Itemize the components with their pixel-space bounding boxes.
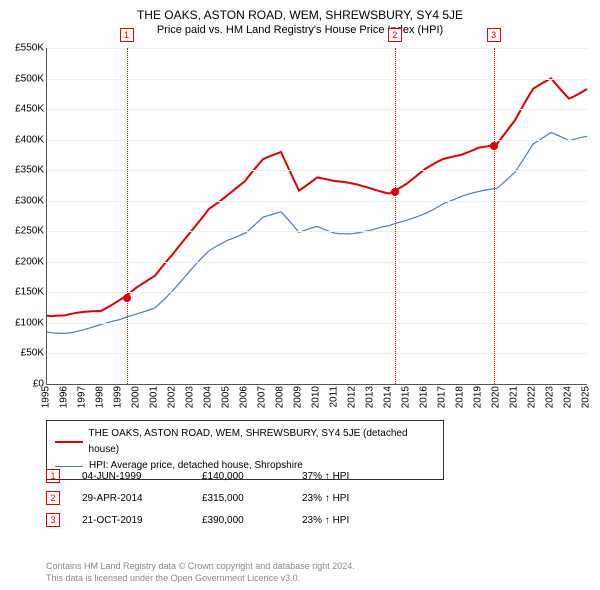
xtick-label: 2012 — [347, 386, 358, 416]
gridline — [47, 353, 587, 354]
xtick-label: 2004 — [203, 386, 214, 416]
xtick-label: 2024 — [563, 386, 574, 416]
xtick-label: 2006 — [239, 386, 250, 416]
xtick-label: 2001 — [149, 386, 160, 416]
ytick-label: £150K — [2, 287, 44, 298]
ytick-label: £500K — [2, 73, 44, 84]
event-row: 3 21-OCT-2019£390,00023% ↑ HPI — [46, 509, 402, 531]
gridline — [47, 323, 587, 324]
event-price: £390,000 — [202, 515, 302, 526]
legend-label: THE OAKS, ASTON ROAD, WEM, SHREWSBURY, S… — [89, 426, 435, 458]
xtick-label: 2017 — [437, 386, 448, 416]
ytick-label: £250K — [2, 226, 44, 237]
xtick-label: 2007 — [257, 386, 268, 416]
ytick-label: £400K — [2, 134, 44, 145]
event-pct: 23% ↑ HPI — [302, 515, 402, 526]
ytick-label: £100K — [2, 317, 44, 328]
ytick-label: £200K — [2, 256, 44, 267]
event-row: 2 29-APR-2014£315,00023% ↑ HPI — [46, 487, 402, 509]
xtick-label: 2021 — [509, 386, 520, 416]
xtick-label: 2013 — [365, 386, 376, 416]
xtick-label: 2023 — [545, 386, 556, 416]
event-marker-box: 2 — [388, 28, 402, 42]
xtick-label: 2010 — [311, 386, 322, 416]
footer-attribution: Contains HM Land Registry data © Crown c… — [46, 560, 355, 584]
ytick-label: £300K — [2, 195, 44, 206]
xtick-label: 2014 — [383, 386, 394, 416]
footer-line1: Contains HM Land Registry data © Crown c… — [46, 560, 355, 572]
ytick-label: £50K — [2, 348, 44, 359]
gridline — [47, 170, 587, 171]
xtick-label: 1999 — [113, 386, 124, 416]
xtick-label: 2009 — [293, 386, 304, 416]
event-price: £315,000 — [202, 493, 302, 504]
event-row: 1 04-JUN-1999£140,00037% ↑ HPI — [46, 465, 402, 487]
xtick-label: 2008 — [275, 386, 286, 416]
event-row-marker: 1 — [46, 469, 60, 483]
xtick-label: 2019 — [473, 386, 484, 416]
event-point — [490, 142, 498, 150]
chart-plot-area: 123 — [46, 48, 587, 385]
event-date: 04-JUN-1999 — [82, 471, 202, 482]
gridline — [47, 231, 587, 232]
xtick-label: 1995 — [41, 386, 52, 416]
event-date: 29-APR-2014 — [82, 493, 202, 504]
chart-lines-svg — [47, 48, 587, 384]
event-pct: 37% ↑ HPI — [302, 471, 402, 482]
event-vline — [127, 48, 128, 384]
ytick-label: £450K — [2, 104, 44, 115]
event-vline — [395, 48, 396, 384]
events-table: 1 04-JUN-1999£140,00037% ↑ HPI 2 29-APR-201… — [46, 465, 402, 531]
xtick-label: 2005 — [221, 386, 232, 416]
gridline — [47, 140, 587, 141]
event-marker-box: 1 — [120, 28, 134, 42]
gridline — [47, 201, 587, 202]
ytick-label: £0 — [2, 379, 44, 390]
xtick-label: 2016 — [419, 386, 430, 416]
legend-swatch — [55, 441, 83, 443]
xtick-label: 2000 — [131, 386, 142, 416]
xtick-label: 2015 — [401, 386, 412, 416]
gridline — [47, 262, 587, 263]
xtick-label: 2025 — [581, 386, 592, 416]
event-price: £140,000 — [202, 471, 302, 482]
chart-container: THE OAKS, ASTON ROAD, WEM, SHREWSBURY, S… — [0, 0, 600, 590]
xtick-label: 2011 — [329, 386, 340, 416]
xtick-label: 1997 — [77, 386, 88, 416]
xtick-label: 2022 — [527, 386, 538, 416]
event-marker-box: 3 — [487, 28, 501, 42]
chart-title: THE OAKS, ASTON ROAD, WEM, SHREWSBURY, S… — [0, 0, 600, 22]
xtick-label: 2002 — [167, 386, 178, 416]
xtick-label: 2003 — [185, 386, 196, 416]
chart-subtitle: Price paid vs. HM Land Registry's House … — [0, 22, 600, 36]
legend-row: THE OAKS, ASTON ROAD, WEM, SHREWSBURY, S… — [55, 426, 435, 458]
gridline — [47, 79, 587, 80]
event-point — [123, 294, 131, 302]
xtick-label: 1996 — [59, 386, 70, 416]
ytick-label: £550K — [2, 43, 44, 54]
event-point — [391, 188, 399, 196]
ytick-label: £350K — [2, 165, 44, 176]
gridline — [47, 292, 587, 293]
xtick-label: 1998 — [95, 386, 106, 416]
event-row-marker: 3 — [46, 513, 60, 527]
event-vline — [494, 48, 495, 384]
xtick-label: 2018 — [455, 386, 466, 416]
xtick-label: 2020 — [491, 386, 502, 416]
event-date: 21-OCT-2019 — [82, 515, 202, 526]
gridline — [47, 48, 587, 49]
event-pct: 23% ↑ HPI — [302, 493, 402, 504]
footer-line2: This data is licensed under the Open Gov… — [46, 572, 355, 584]
gridline — [47, 109, 587, 110]
series-line — [47, 78, 587, 316]
series-line — [47, 133, 587, 334]
event-row-marker: 2 — [46, 491, 60, 505]
